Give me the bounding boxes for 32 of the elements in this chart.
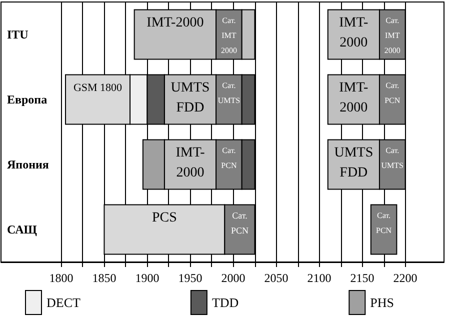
data-label: Сат. UMTS [381,146,404,170]
x-tick-label: 1850 [92,271,116,285]
legend-label: PHS [370,295,394,310]
data-label: IMT- 2000 [339,15,369,50]
data-label: GSM 1800 [73,82,123,94]
legend-label: DECT [46,295,80,310]
data-label: Сат. PCN [376,210,392,235]
data-label: Сат. UMTS [218,80,240,105]
x-tick-label: 1900 [135,271,160,285]
x-tick-label: 2100 [307,271,332,285]
data-label: Сат. PCN [384,80,400,105]
data-label: UMTS FDD [170,80,210,116]
data-label: IMT-2000 [146,15,204,30]
data-label: IMT- 2000 [339,80,369,116]
data-label: Сат. PCN [230,210,249,236]
y-tick-label: САЩ [7,222,38,236]
data-label: UMTS FDD [334,145,374,180]
data-label: Сат. PCN [221,146,237,170]
data-label: Сат. IMT 2000 [220,16,237,55]
legend-label: TDD [212,295,239,310]
x-tick-label: 2000 [221,271,246,285]
y-tick-label: ITU [7,28,29,42]
x-tick-label: 2150 [350,271,374,285]
data-label: Сат. IMT 2000 [384,16,400,55]
x-tick-label: 2200 [393,271,418,285]
x-tick-label: 2050 [264,271,288,285]
y-tick-label: Европа [7,92,48,106]
data-label: PCS [152,210,177,226]
y-tick-label: Япония [7,158,50,172]
x-tick-label: 1950 [178,271,202,285]
x-tick-label: 1800 [49,271,74,285]
data-label: IMT- 2000 [176,145,206,180]
